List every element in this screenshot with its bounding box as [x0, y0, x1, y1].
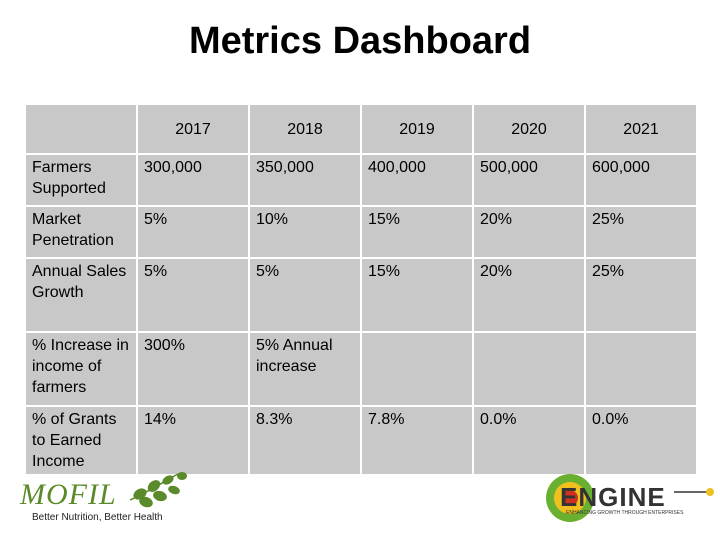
table-cell: 300% — [136, 331, 250, 407]
mofil-tagline: Better Nutrition, Better Health — [32, 512, 163, 523]
row-label: % Increase in income of farmers — [24, 331, 138, 407]
table-row: % Increase in income of farmers 300% 5% … — [24, 331, 698, 407]
header-row: 2017 2018 2019 2020 2021 — [24, 103, 698, 155]
engine-logo: ENGINE ENHANCING GROWTH THROUGH ENTERPRI… — [546, 474, 714, 522]
header-corner-cell — [24, 103, 138, 155]
table-cell — [584, 331, 698, 407]
table-cell: 300,000 — [136, 153, 250, 207]
moringa-leaves-icon — [129, 472, 187, 508]
row-label: Farmers Supported — [24, 153, 138, 207]
row-label: Market Penetration — [24, 205, 138, 259]
table-cell: 15% — [360, 257, 474, 333]
row-label: Annual Sales Growth — [24, 257, 138, 333]
page-title: Metrics Dashboard — [188, 20, 532, 62]
table-cell: 8.3% — [248, 405, 362, 476]
year-header: 2017 — [136, 103, 250, 155]
table-cell: 10% — [248, 205, 362, 259]
table-cell: 600,000 — [584, 153, 698, 207]
table-cell: 15% — [360, 205, 474, 259]
table-cell: 0.0% — [584, 405, 698, 476]
table-cell: 5% — [136, 257, 250, 333]
svg-text:MOFIL: MOFIL — [19, 478, 117, 511]
table-cell: 20% — [472, 257, 586, 333]
mofil-logo: MOFIL — [19, 472, 187, 511]
svg-text:ENGINE: ENGINE — [560, 482, 666, 512]
year-header: 2018 — [248, 103, 362, 155]
table-cell: 25% — [584, 205, 698, 259]
svg-text:ENHANCING GROWTH THROUGH ENTER: ENHANCING GROWTH THROUGH ENTERPRISES — [566, 510, 684, 516]
table-cell: 25% — [584, 257, 698, 333]
table-row: Farmers Supported 300,000 350,000 400,00… — [24, 153, 698, 207]
row-label: % of Grants to Earned Income — [24, 405, 138, 476]
table-cell: 20% — [472, 205, 586, 259]
year-header: 2020 — [472, 103, 586, 155]
table-cell: 5% — [248, 257, 362, 333]
metrics-table: 2017 2018 2019 2020 2021 Farmers Support… — [24, 103, 698, 476]
year-header: 2021 — [584, 103, 698, 155]
table-row: % of Grants to Earned Income 14% 8.3% 7.… — [24, 405, 698, 476]
table-cell: 500,000 — [472, 153, 586, 207]
table-cell — [360, 331, 474, 407]
table-row: Market Penetration 5% 10% 15% 20% 25% — [24, 205, 698, 259]
table-cell: 5% — [136, 205, 250, 259]
table-cell: 5% Annual increase — [248, 331, 362, 407]
table-row: Annual Sales Growth 5% 5% 15% 20% 25% — [24, 257, 698, 333]
gear-icon — [546, 474, 594, 522]
table-cell: 400,000 — [360, 153, 474, 207]
table-cell: 0.0% — [472, 405, 586, 476]
table-cell: 14% — [136, 405, 250, 476]
table-cell: 7.8% — [360, 405, 474, 476]
table-cell: 350,000 — [248, 153, 362, 207]
table-cell — [472, 331, 586, 407]
year-header: 2019 — [360, 103, 474, 155]
